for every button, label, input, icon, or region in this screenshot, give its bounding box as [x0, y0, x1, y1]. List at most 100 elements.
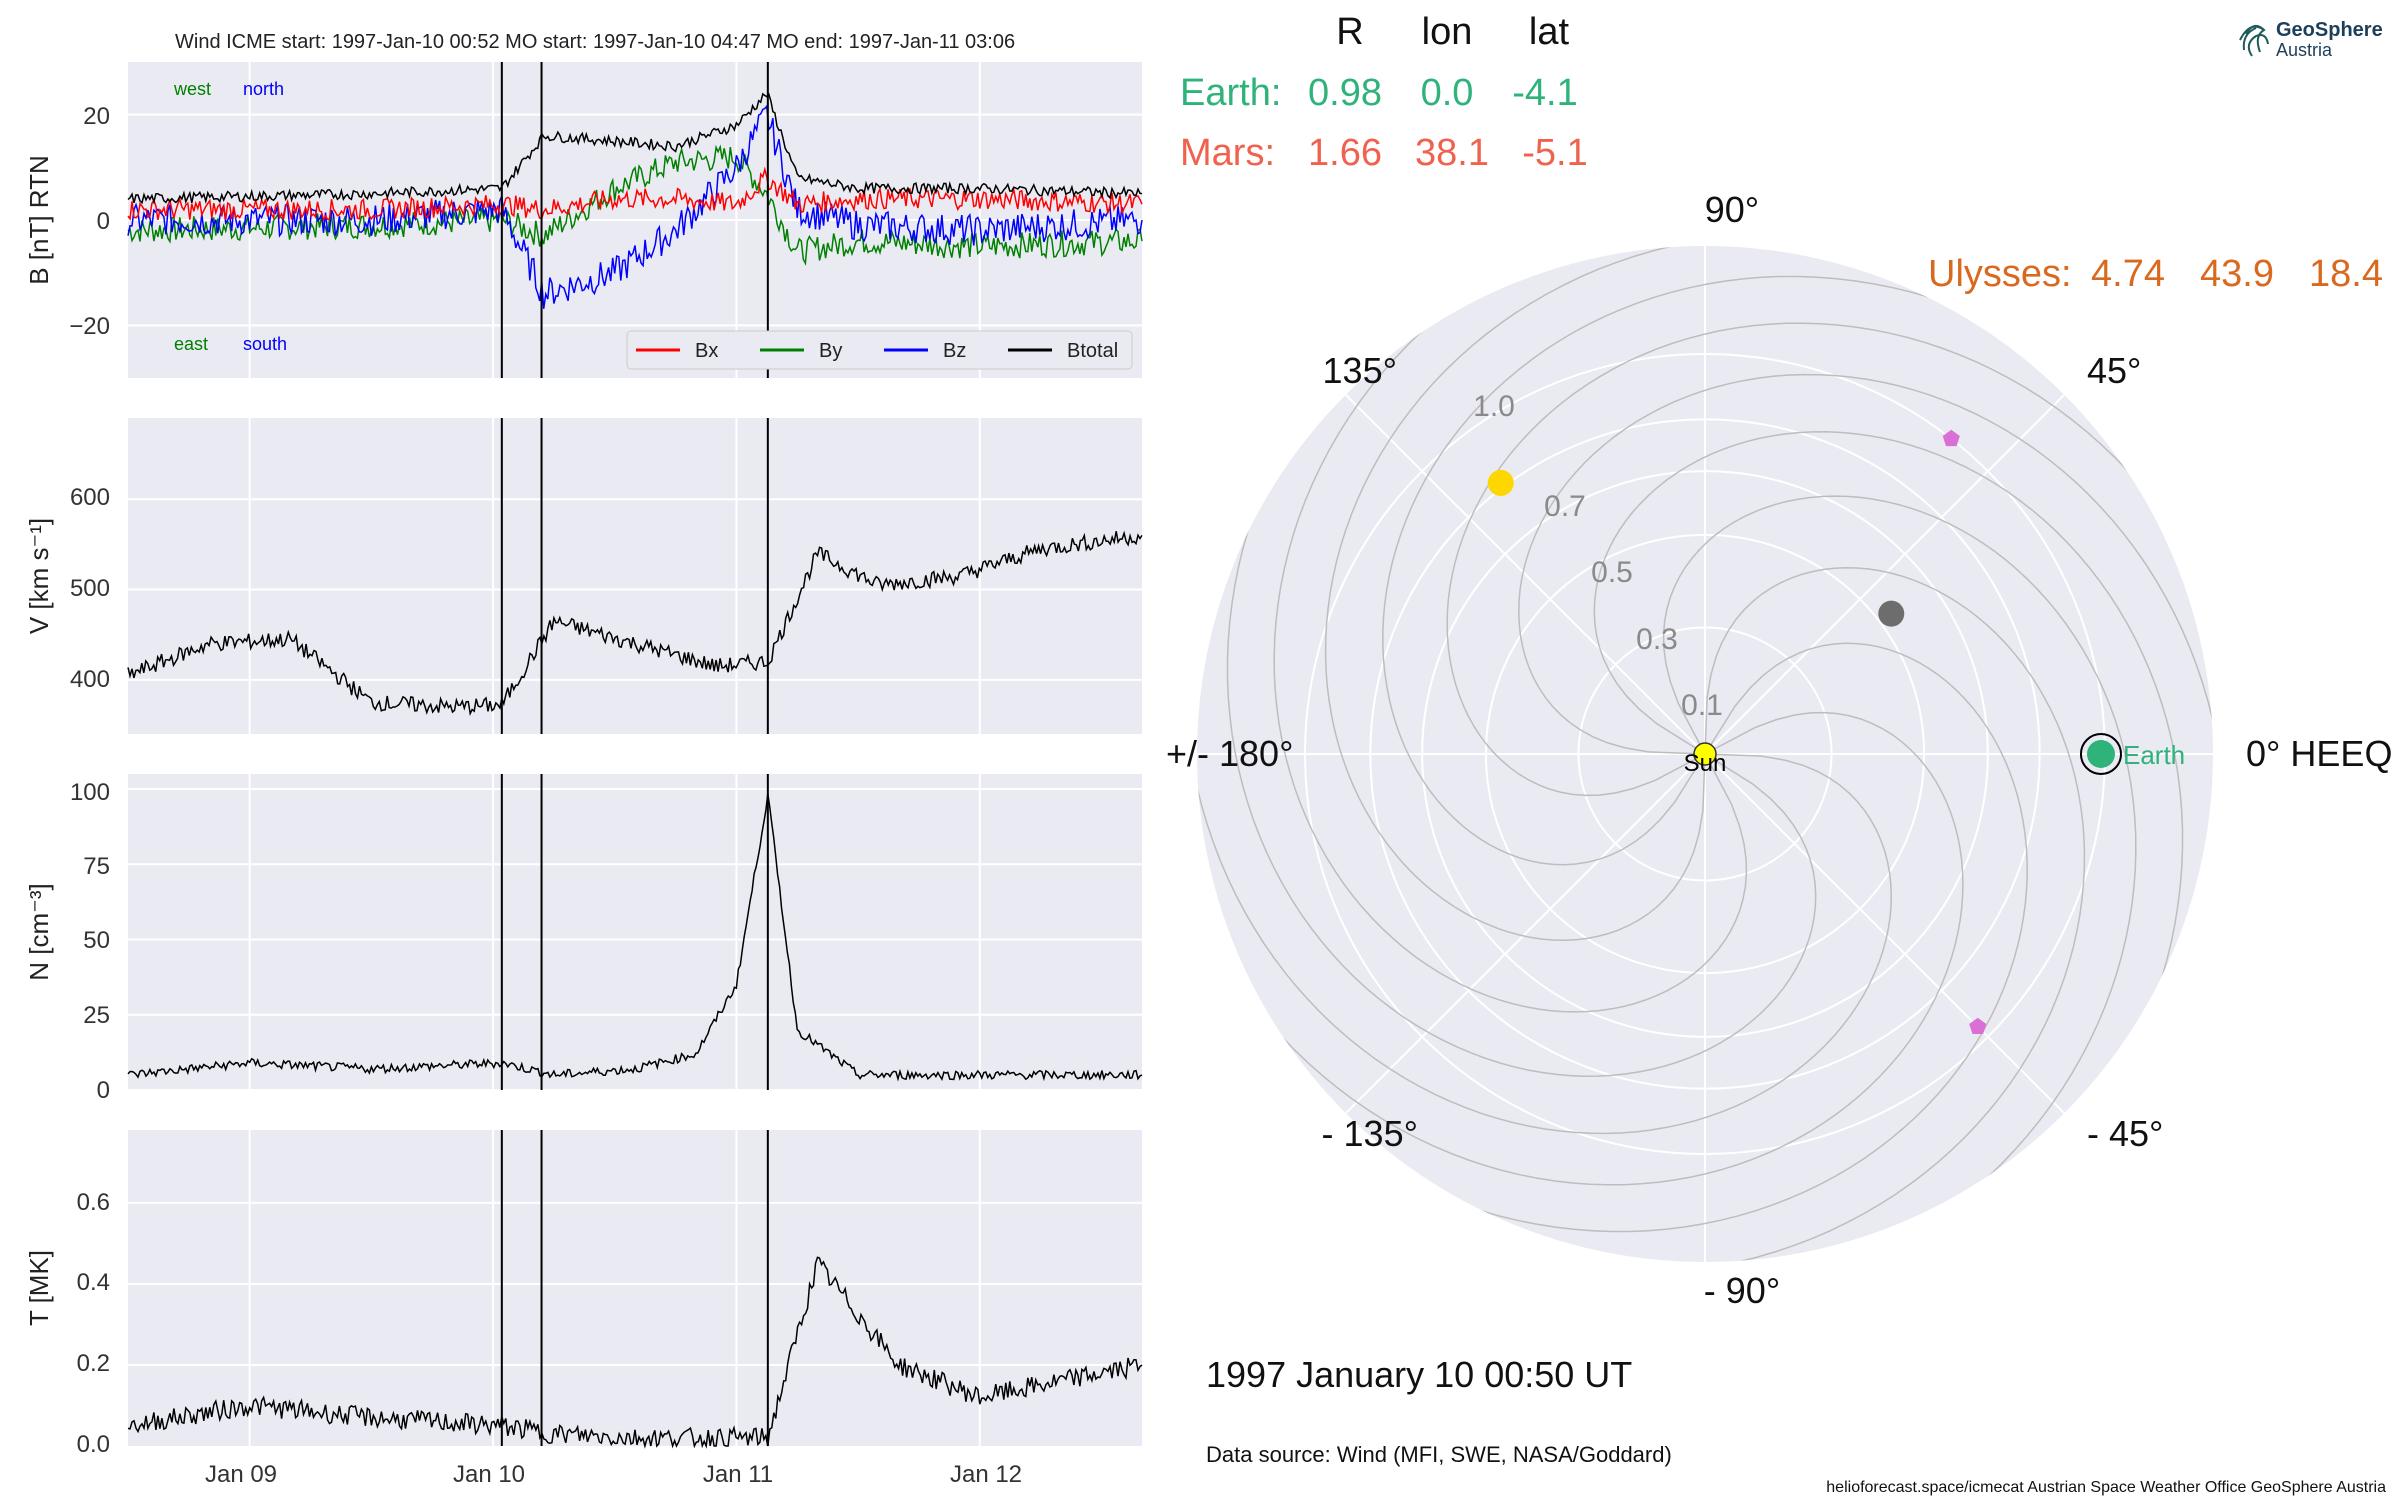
ulysses-row-label: Ulysses: — [1928, 253, 2072, 295]
radial-tick-label: 0.5 — [1591, 556, 1633, 589]
parker-spiral — [1518, 373, 2213, 841]
panel-v-ylabel: V [km s⁻¹] — [24, 518, 54, 634]
x-tick-label: Jan 10 — [453, 1461, 525, 1488]
legend-label-by: By — [819, 340, 842, 362]
b-legend: Bx By Bz Btotal — [626, 330, 1133, 370]
radial-tick-label: 1.0 — [1473, 390, 1515, 423]
earth-marker — [2086, 740, 2115, 768]
angle-label-0: 0° HEEQ — [2246, 733, 2392, 774]
angular-gridline — [1345, 753, 1706, 1114]
earth-row-lat: -4.1 — [1512, 72, 1577, 114]
angle-label-m135: - 135° — [1322, 1113, 1418, 1154]
parker-spiral — [1618, 567, 2086, 1262]
t-ytick: 0.6 — [77, 1189, 110, 1216]
v-ytick: 400 — [70, 666, 110, 693]
annot-west: west — [173, 79, 211, 99]
parker-spiral — [1369, 642, 2028, 1233]
parker-spiral — [1197, 667, 1892, 1135]
angular-gridline — [1704, 753, 2065, 1114]
earth-label: Earth — [2123, 740, 2185, 770]
series-bz-line — [127, 104, 1143, 309]
radial-tick-label: 0.3 — [1636, 623, 1678, 656]
sun-marker — [1693, 742, 1717, 766]
b-ytick: 0 — [97, 208, 110, 235]
parker-spiral — [1593, 431, 2184, 1090]
n-ytick: 100 — [70, 779, 110, 806]
header-r: R — [1336, 11, 1363, 53]
earth-row-lon: 0.0 — [1421, 72, 1474, 114]
insitu-title: Wind ICME start: 1997-Jan-10 00:52 MO st… — [175, 31, 1015, 53]
radial-tick-label: 0.7 — [1544, 490, 1586, 523]
mars-row-lat: -5.1 — [1522, 132, 1587, 174]
date-label: 1997 January 10 00:50 UT — [1206, 1354, 1632, 1395]
annot-south: south — [243, 334, 287, 354]
x-tick-label: Jan 12 — [950, 1461, 1022, 1488]
series-btotal-line — [127, 92, 1143, 205]
mars-row-r: 1.66 — [1308, 132, 1382, 174]
panel-n-ylabel: N [cm⁻³] — [24, 883, 54, 981]
annot-east: east — [174, 334, 208, 354]
density-line — [127, 793, 1143, 1082]
swirl-logo-icon — [2239, 24, 2269, 57]
ulysses-row-r: 4.74 — [2091, 253, 2165, 295]
b-ytick: −20 — [69, 313, 110, 340]
series-bx-line — [127, 166, 1143, 222]
series-by-line — [127, 144, 1143, 266]
speed-line — [127, 530, 1143, 717]
sun-label: Sun — [1684, 750, 1727, 777]
credits: helioforecast.space/icmecat Austrian Spa… — [1826, 1479, 2386, 1496]
parker-spiral — [1226, 418, 1817, 1077]
mars-row-label: Mars: — [1180, 132, 1275, 174]
t-ytick: 0.0 — [77, 1431, 110, 1458]
geosphere-logo: GeoSphere Austria — [2239, 19, 2383, 60]
v-ytick: 600 — [70, 484, 110, 511]
earth-row-r: 0.98 — [1308, 72, 1382, 114]
angle-label-135: 135° — [1323, 350, 1397, 391]
angular-gridline — [1704, 394, 2065, 755]
angle-label-180: +/- 180° — [1166, 733, 1293, 774]
panel-b-ylabel: B [nT] RTN — [24, 155, 54, 285]
panel-t-background — [128, 1130, 1142, 1446]
earth-row-label: Earth: — [1180, 72, 1281, 114]
panel-v-background — [128, 418, 1142, 734]
data-source: Data source: Wind (MFI, SWE, NASA/Goddar… — [1206, 1442, 1672, 1467]
b-ytick: 20 — [83, 103, 110, 130]
angle-label-45: 45° — [2087, 350, 2141, 391]
parker-spiral — [1382, 275, 2041, 866]
legend-label-bz: Bz — [943, 340, 966, 362]
radial-tick-label: 0.1 — [1681, 689, 1723, 722]
n-ytick: 0 — [97, 1077, 110, 1104]
n-ytick: 75 — [83, 853, 110, 880]
n-ytick: 50 — [83, 927, 110, 954]
stereo-b-marker — [1969, 1017, 1987, 1034]
logo-name: GeoSphere — [2276, 19, 2383, 41]
x-tick-label: Jan 11 — [703, 1461, 773, 1488]
legend-label-btotal: Btotal — [1067, 340, 1118, 362]
angle-label-m45: - 45° — [2087, 1113, 2163, 1154]
v-ytick: 500 — [70, 575, 110, 602]
t-ytick: 0.2 — [77, 1350, 110, 1377]
annot-north: north — [243, 79, 284, 99]
panel-t-ylabel: T [MK] — [24, 1250, 54, 1326]
parker-spiral — [1324, 246, 1792, 941]
ulysses-row-lon: 43.9 — [2200, 253, 2274, 295]
header-lon: lon — [1422, 11, 1473, 53]
ulysses-row-lat: 18.4 — [2309, 253, 2383, 295]
parker-spiral — [1662, 495, 2137, 1249]
parker-spiral — [1273, 259, 1748, 1013]
angle-label-m90: - 90° — [1704, 1270, 1780, 1311]
mercury-marker — [1878, 600, 1905, 627]
temperature-line — [127, 1256, 1143, 1449]
angle-label-90: 90° — [1705, 189, 1759, 230]
panel-n-background — [128, 774, 1142, 1090]
mars-row-lon: 38.1 — [1415, 132, 1489, 174]
logo-sub: Austria — [2276, 40, 2333, 60]
legend-frame — [626, 330, 1133, 370]
stereo-a-marker — [1942, 429, 1960, 447]
parker-spiral — [1210, 711, 1964, 1186]
n-ytick: 25 — [83, 1002, 110, 1029]
earth-ring — [2079, 733, 2122, 775]
header-lat: lat — [1529, 11, 1570, 53]
x-tick-label: Jan 09 — [205, 1461, 277, 1488]
